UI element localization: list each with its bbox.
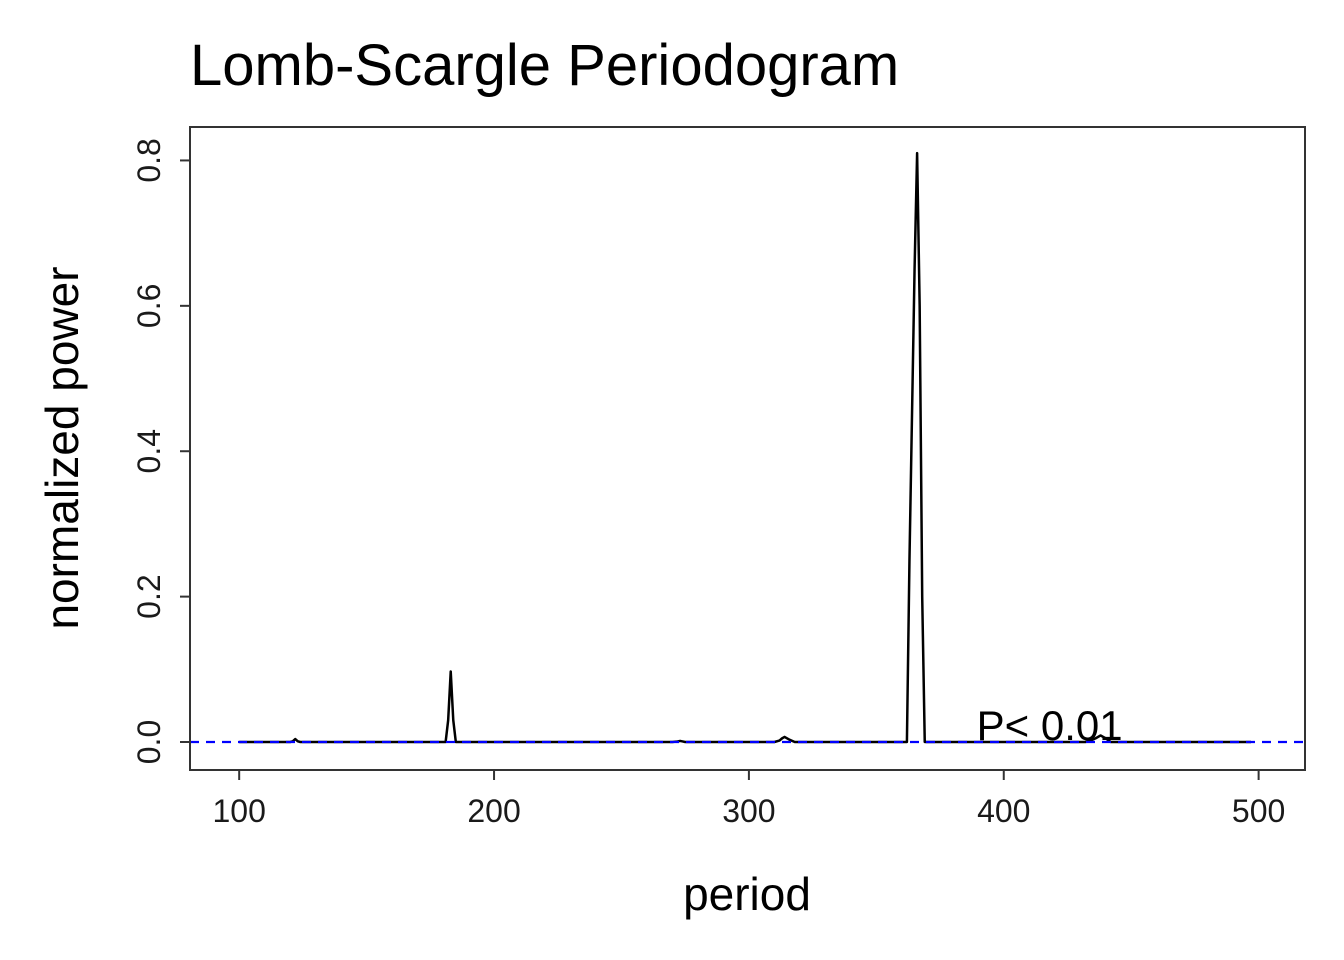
x-axis-label: period	[683, 868, 811, 920]
chart-title: Lomb-Scargle Periodogram	[190, 33, 899, 98]
x-tick-label: 500	[1232, 793, 1285, 829]
x-tick-label: 400	[977, 793, 1030, 829]
series-line-0	[239, 151, 1251, 744]
x-tick-label: 100	[212, 793, 265, 829]
y-tick-label: 0.4	[131, 429, 167, 473]
panel-border	[189, 126, 1306, 771]
x-tick-label: 300	[722, 793, 775, 829]
axis-ticks: 100 200 300 400 500 0.0 0.2 0.4 0.6 0.8	[131, 138, 1285, 829]
y-tick-label: 0.2	[131, 574, 167, 618]
y-axis-label: normalized power	[36, 266, 88, 629]
significance-annotation: P< 0.01	[977, 702, 1123, 749]
x-tick-label: 200	[467, 793, 520, 829]
y-tick-label: 0.6	[131, 284, 167, 328]
y-tick-label: 0.8	[131, 138, 167, 182]
y-tick-label: 0.0	[131, 720, 167, 764]
plot-area: P< 0.01	[190, 151, 1305, 749]
